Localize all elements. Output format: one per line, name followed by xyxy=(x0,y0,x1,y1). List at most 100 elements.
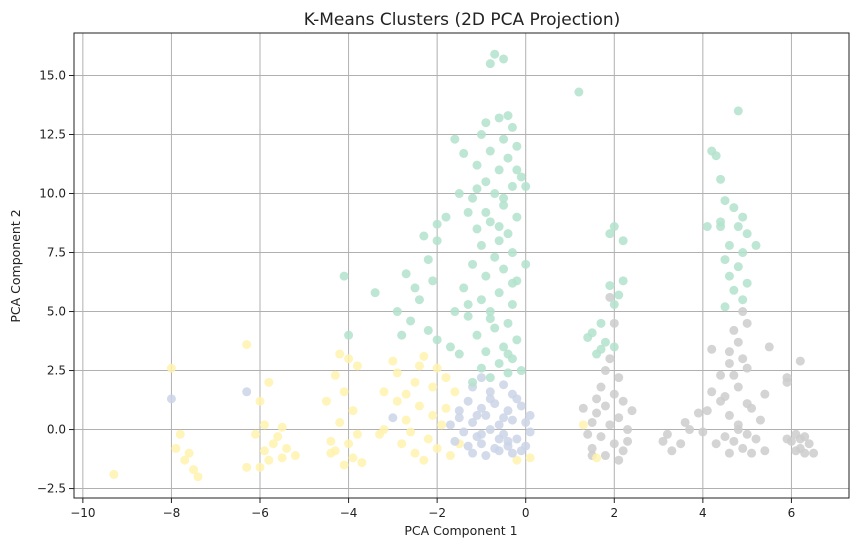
scatter-point xyxy=(724,240,734,250)
scatter-point xyxy=(463,299,473,309)
scatter-point xyxy=(175,429,185,439)
scatter-point xyxy=(277,422,287,432)
scatter-point xyxy=(481,347,491,357)
scatter-point xyxy=(578,403,588,413)
scatter-point xyxy=(490,323,500,333)
scatter-point xyxy=(423,325,433,335)
scatter-point xyxy=(180,455,190,465)
scatter-point xyxy=(507,299,517,309)
scatter-point xyxy=(525,453,535,463)
scatter-point xyxy=(481,118,491,128)
scatter-point xyxy=(583,429,593,439)
scatter-point xyxy=(481,177,491,187)
scatter-point xyxy=(494,420,504,430)
scatter-point xyxy=(476,363,486,373)
scatter-point xyxy=(720,392,730,402)
scatter-point xyxy=(379,387,389,397)
y-tick-label: 10.0 xyxy=(39,187,66,201)
scatter-point xyxy=(764,342,774,352)
scatter-point xyxy=(432,219,442,229)
scatter-point xyxy=(414,361,424,371)
scatter-point xyxy=(742,278,752,288)
scatter-point xyxy=(499,413,509,423)
scatter-point xyxy=(507,248,517,258)
scatter-point xyxy=(716,370,726,380)
scatter-point xyxy=(352,429,362,439)
scatter-point xyxy=(476,439,486,449)
scatter-point xyxy=(189,465,199,475)
x-tick-label: −4 xyxy=(340,506,358,520)
scatter-point xyxy=(738,307,748,317)
scatter-point xyxy=(494,358,504,368)
scatter-point xyxy=(574,87,584,97)
scatter-point xyxy=(724,347,734,357)
scatter-point xyxy=(707,387,717,397)
scatter-point xyxy=(733,262,743,272)
scatter-point xyxy=(428,382,438,392)
scatter-point xyxy=(485,373,495,383)
scatter-point xyxy=(445,420,455,430)
scatter-point xyxy=(290,451,300,461)
scatter-point xyxy=(259,446,269,456)
scatter-point xyxy=(392,396,402,406)
scatter-point xyxy=(499,380,509,390)
scatter-point xyxy=(481,207,491,217)
scatter-point xyxy=(441,403,451,413)
scatter-point xyxy=(503,406,513,416)
scatter-point xyxy=(432,236,442,246)
scatter-point xyxy=(494,434,504,444)
scatter-point xyxy=(352,361,362,371)
scatter-point xyxy=(516,366,526,376)
y-tick-label: 15.0 xyxy=(39,68,66,82)
scatter-point xyxy=(507,448,517,458)
scatter-point xyxy=(605,420,615,430)
y-axis-ticks: −2.5 0.0 2.5 5.0 7.5 10.0 12.5 15.0 xyxy=(37,68,74,496)
scatter-point xyxy=(658,436,668,446)
scatter-point xyxy=(166,394,176,404)
scatter-point xyxy=(711,439,721,449)
scatter-point xyxy=(609,389,619,399)
scatter-point xyxy=(609,299,619,309)
scatter-point xyxy=(468,377,478,387)
scatter-point xyxy=(468,259,478,269)
scatter-point xyxy=(454,413,464,423)
scatter-point xyxy=(454,189,464,199)
scatter-point xyxy=(472,160,482,170)
scatter-point xyxy=(738,443,748,453)
scatter-point xyxy=(720,255,730,265)
scatter-point xyxy=(600,401,610,411)
scatter-point xyxy=(521,181,531,191)
y-tick-label: 12.5 xyxy=(39,127,66,141)
scatter-point xyxy=(485,146,495,156)
scatter-point xyxy=(397,330,407,340)
scatter-point xyxy=(600,337,610,347)
scatter-point xyxy=(335,417,345,427)
scatter-point xyxy=(503,368,513,378)
scatter-point xyxy=(716,217,726,227)
scatter-point xyxy=(339,387,349,397)
scatter-point xyxy=(503,153,513,163)
y-tick-label: 5.0 xyxy=(47,305,66,319)
scatter-point xyxy=(423,255,433,265)
scatter-point xyxy=(472,224,482,234)
scatter-point xyxy=(720,432,730,442)
scatter-point xyxy=(273,432,283,442)
scatter-point xyxy=(255,396,265,406)
scatter-point xyxy=(445,451,455,461)
scatter-point xyxy=(507,122,517,132)
scatter-point xyxy=(476,373,486,383)
scatter-point xyxy=(587,417,597,427)
scatter-point xyxy=(485,217,495,227)
scatter-point xyxy=(410,377,420,387)
scatter-point xyxy=(490,252,500,262)
scatter-point xyxy=(760,446,770,456)
scatter-point xyxy=(463,396,473,406)
scatter-point xyxy=(494,446,504,456)
scatter-point xyxy=(499,342,509,352)
scatter-point xyxy=(503,349,513,359)
scatter-point xyxy=(459,427,469,437)
scatter-point xyxy=(609,222,619,232)
scatter-point xyxy=(516,172,526,182)
scatter-point xyxy=(786,436,796,446)
scatter-point xyxy=(499,134,509,144)
